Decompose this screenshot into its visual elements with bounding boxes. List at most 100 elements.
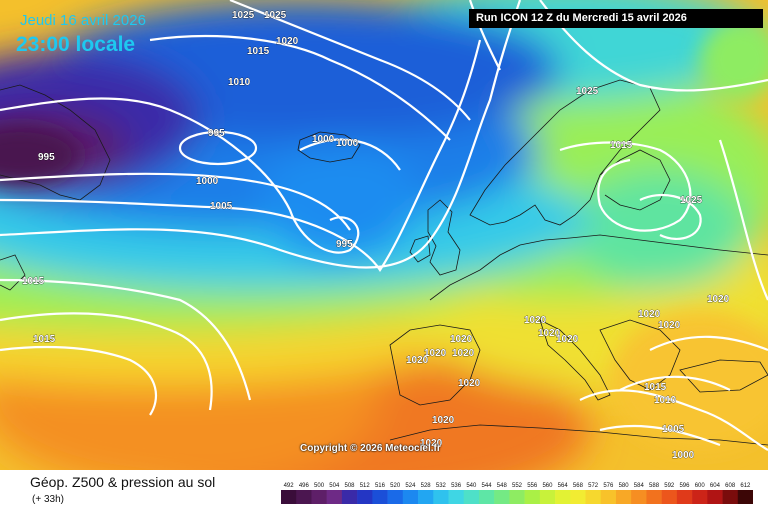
pressure-label: 1015	[247, 46, 270, 57]
legend-level-label: 544	[482, 483, 493, 489]
legend-level-label: 532	[436, 483, 447, 489]
legend-color-swatch	[570, 490, 586, 504]
legend-color-swatch	[448, 490, 465, 504]
legend-color-swatch	[357, 490, 373, 504]
legend-color-swatch	[509, 490, 525, 504]
legend-level-label: 604	[710, 483, 721, 489]
parameter-title: Géop. Z500 & pression au sol	[30, 474, 216, 490]
pressure-label: 1000	[196, 176, 219, 187]
pressure-label: 995	[208, 128, 225, 139]
legend-level-label: 556	[527, 483, 538, 489]
pressure-label: 1020	[406, 355, 429, 366]
pressure-label: 1015	[33, 334, 56, 345]
legend-level-label: 592	[664, 483, 675, 489]
legend-level-label: 600	[695, 483, 706, 489]
legend-level-label: 552	[512, 483, 523, 489]
pressure-label: 1000	[672, 450, 695, 461]
legend-level-label: 496	[299, 483, 310, 489]
valid-time: 23:00 locale	[16, 33, 136, 56]
legend-color-swatch	[707, 490, 723, 504]
legend-color-swatch	[387, 490, 404, 504]
pressure-label: 1025	[576, 86, 599, 97]
legend-color-swatch	[281, 490, 297, 504]
legend-color-swatch	[372, 490, 388, 504]
legend-color-swatch	[478, 490, 495, 504]
legend-level-label: 512	[360, 483, 371, 489]
legend-color-swatch	[296, 490, 312, 504]
pressure-label: 1020	[276, 36, 299, 47]
pressure-label: 1020	[538, 328, 561, 339]
legend-color-swatch	[737, 490, 753, 504]
legend-color-swatch	[326, 490, 343, 504]
pressure-label: 1025	[680, 195, 703, 206]
color-scale-legend: 492 496 500 504 508 512 516 520 524 528 532 536 540 5…	[281, 483, 753, 504]
legend-color-swatch	[433, 490, 449, 504]
legend-level-label: 588	[649, 483, 660, 489]
legend-color-swatch	[692, 490, 708, 504]
legend-level-label: 548	[497, 483, 508, 489]
legend-color-swatch	[524, 490, 541, 504]
legend-color-swatch	[418, 490, 434, 504]
legend-level-label: 596	[679, 483, 690, 489]
legend-level-label: 520	[390, 483, 401, 489]
pressure-label: 1000	[336, 138, 359, 149]
legend-color-swatch	[600, 490, 617, 504]
legend-level-label: 500	[314, 483, 325, 489]
pressure-label: 1020	[452, 348, 475, 359]
legend-color-swatch	[311, 490, 327, 504]
pressure-label: 1020	[556, 334, 579, 345]
legend-level-label: 560	[542, 483, 553, 489]
pressure-label: 1020	[458, 378, 481, 389]
legend-level-label: 576	[603, 483, 614, 489]
pressure-label: 1000	[312, 134, 335, 145]
pressure-label: 995	[38, 152, 55, 163]
pressure-label: 1020	[638, 309, 661, 320]
legend-color-swatch	[463, 490, 480, 504]
coastlines	[0, 79, 768, 446]
legend-color-swatch	[585, 490, 602, 504]
legend-level-label: 608	[725, 483, 736, 489]
pressure-label: 1025	[264, 10, 287, 21]
legend-level-label: 536	[451, 483, 462, 489]
legend-level-label: 524	[405, 483, 416, 489]
lead-time: (+ 33h)	[32, 494, 64, 505]
legend-color-swatch	[555, 490, 571, 504]
pressure-label: 1020	[524, 315, 547, 326]
legend-color-swatch	[631, 490, 647, 504]
legend-level-label: 504	[329, 483, 340, 489]
legend-level-label: 564	[558, 483, 569, 489]
legend-level-label: 508	[345, 483, 356, 489]
legend-level-label: 572	[588, 483, 599, 489]
legend-level-label: 568	[573, 483, 584, 489]
legend-level-label: 492	[284, 483, 295, 489]
legend-color-swatch	[494, 490, 510, 504]
pressure-label: 1005	[662, 424, 685, 435]
legend-color-swatch	[676, 490, 693, 504]
legend-color-swatch	[646, 490, 662, 504]
pressure-label: 995	[336, 239, 353, 250]
legend-level-label: 528	[421, 483, 432, 489]
pressure-label: 1020	[707, 294, 730, 305]
pressure-label: 1015	[22, 276, 45, 287]
legend-level-label: 580	[619, 483, 630, 489]
pressure-label: 1020	[420, 438, 443, 449]
pressure-label: 1015	[644, 382, 667, 393]
pressure-label: 1010	[228, 77, 251, 88]
legend-level-label: 540	[466, 483, 477, 489]
legend-level-label: 516	[375, 483, 386, 489]
legend-color-swatch	[402, 490, 419, 504]
pressure-label: 1015	[610, 140, 633, 151]
isobars	[0, 0, 768, 451]
legend-level-label: 612	[740, 483, 751, 489]
pressure-label: 1020	[424, 348, 447, 359]
run-info: Run ICON 12 Z du Mercredi 15 avril 2026	[469, 9, 763, 28]
pressure-label: 1020	[450, 334, 473, 345]
copyright-notice: Copyright © 2026 Meteociel.fr	[300, 443, 441, 454]
legend-color-swatch	[722, 490, 739, 504]
pressure-label: 1020	[432, 415, 455, 426]
pressure-label: 1010	[654, 395, 677, 406]
